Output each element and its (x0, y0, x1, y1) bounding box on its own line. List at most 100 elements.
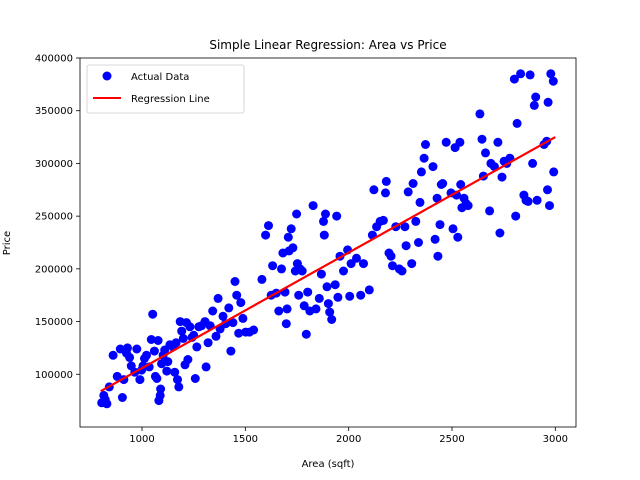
data-point (226, 346, 236, 356)
data-point (397, 266, 407, 276)
data-point (414, 238, 423, 247)
y-tick-label: 400000 (35, 54, 73, 65)
data-point (178, 333, 188, 343)
data-point (274, 306, 284, 316)
data-point (441, 137, 451, 147)
data-point (369, 185, 379, 195)
data-point (525, 70, 535, 80)
data-point (528, 158, 538, 168)
data-point (294, 290, 304, 300)
data-point (421, 140, 430, 149)
data-point (408, 179, 418, 188)
data-point (286, 224, 296, 234)
data-point (234, 328, 244, 338)
data-point (108, 350, 118, 360)
data-point (477, 134, 487, 144)
data-point (203, 338, 213, 348)
data-point (512, 118, 522, 128)
y-tick-label: 200000 (35, 264, 73, 275)
data-point (509, 74, 519, 84)
data-point (381, 188, 390, 198)
data-point (316, 269, 326, 279)
data-point (401, 241, 411, 251)
data-point (378, 215, 388, 225)
data-point (332, 211, 342, 221)
data-point (388, 261, 397, 271)
data-point (257, 274, 267, 284)
legend-marker-actual-data (102, 71, 112, 81)
data-point (456, 180, 466, 189)
data-point (146, 335, 156, 344)
legend-box (86, 64, 245, 114)
data-point (170, 367, 180, 377)
data-point (283, 232, 293, 242)
x-tick-label: 1000 (129, 434, 154, 445)
data-point (174, 382, 184, 392)
data-point (359, 259, 368, 269)
data-point (438, 179, 448, 188)
data-point (163, 357, 173, 367)
data-point (543, 97, 553, 107)
data-point (432, 193, 442, 203)
data-point (327, 315, 337, 324)
data-point (430, 234, 440, 244)
data-point (185, 322, 195, 332)
data-point (497, 172, 507, 182)
data-point (411, 216, 421, 226)
data-point (330, 280, 340, 290)
data-point (319, 216, 328, 226)
y-axis: 100000 150000 200000 250000 300000 350000 4000… (35, 54, 80, 381)
data-point (152, 374, 162, 383)
data-point (213, 293, 223, 303)
data-point (177, 326, 187, 336)
data-point (453, 232, 463, 242)
data-point (339, 266, 348, 276)
legend-label-actual-data: Actual Data (131, 72, 189, 83)
data-point (381, 176, 391, 186)
data-point (407, 259, 417, 269)
data-point (208, 306, 218, 316)
data-point (495, 228, 505, 238)
data-point (403, 187, 413, 197)
data-point (435, 220, 445, 230)
data-point (323, 299, 333, 309)
data-point (448, 224, 458, 234)
data-point (545, 201, 554, 211)
data-point (301, 329, 311, 339)
data-point (135, 375, 145, 385)
data-point (325, 307, 335, 317)
data-point (531, 92, 541, 102)
data-point (548, 76, 558, 86)
y-tick-label: 250000 (35, 212, 73, 223)
data-point (153, 336, 163, 345)
data-point (125, 352, 135, 362)
data-point (303, 287, 313, 297)
data-point (117, 393, 127, 402)
data-point (292, 209, 302, 219)
data-point (416, 167, 426, 177)
data-point (171, 338, 181, 348)
data-point (148, 309, 158, 319)
data-point (218, 311, 228, 321)
x-axis: 1000 1500 2000 2500 3000 (129, 427, 568, 445)
data-point (386, 251, 396, 261)
data-point (532, 195, 542, 205)
data-point (523, 196, 533, 206)
x-tick-label: 3000 (543, 434, 568, 445)
legend-label-regression-line: Regression Line (131, 94, 210, 105)
data-point (308, 201, 318, 211)
data-point (475, 109, 485, 119)
y-tick-label: 150000 (35, 317, 73, 328)
data-point (516, 69, 526, 79)
data-point (321, 209, 330, 219)
data-point (190, 374, 200, 383)
data-point (415, 197, 425, 207)
data-point (364, 285, 374, 295)
data-point (232, 290, 242, 300)
data-point (173, 375, 182, 385)
data-point (297, 266, 307, 276)
data-point (481, 148, 490, 158)
data-point (485, 206, 495, 216)
y-tick-label: 100000 (35, 370, 73, 381)
data-point (236, 298, 246, 308)
